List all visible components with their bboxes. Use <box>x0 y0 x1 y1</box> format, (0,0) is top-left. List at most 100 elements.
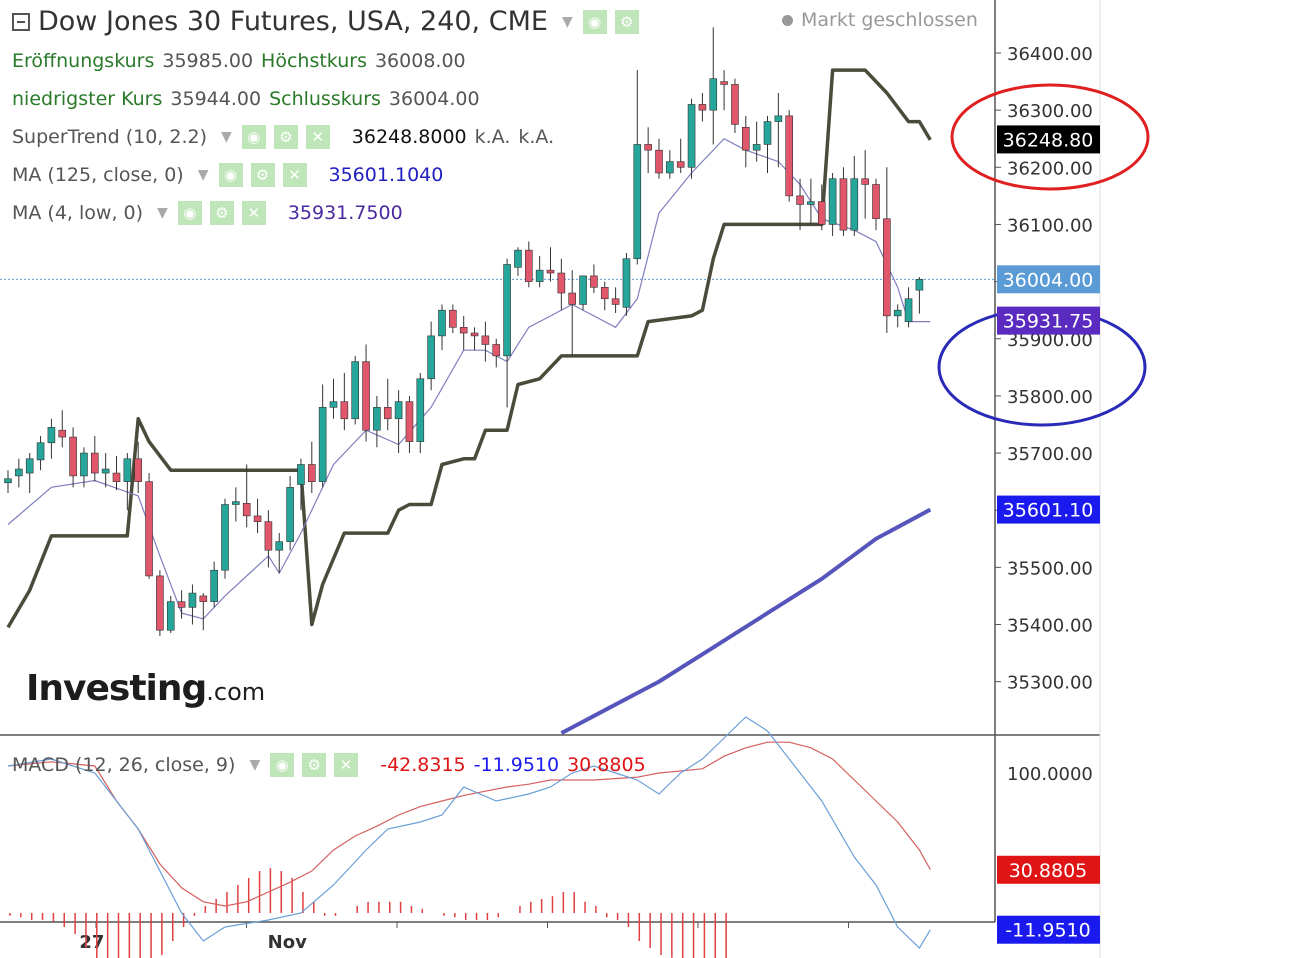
candle-body <box>58 429 67 438</box>
candle-body <box>264 521 273 551</box>
candle-body <box>676 161 685 168</box>
gear-icon[interactable]: ⚙ <box>614 9 639 34</box>
candle <box>4 470 12 494</box>
macd-line <box>7 716 931 949</box>
investing-logo: Investing.com <box>26 668 265 709</box>
price-label-bg <box>997 265 1100 294</box>
candle-body <box>275 541 284 551</box>
candle-body <box>861 178 869 185</box>
collapse-icon[interactable] <box>12 12 30 31</box>
candle-body <box>351 361 360 420</box>
candle-body <box>774 115 783 122</box>
close-icon[interactable]: ✕ <box>334 753 359 777</box>
close-icon[interactable]: ✕ <box>241 201 266 225</box>
candle-body <box>427 335 435 380</box>
price-label-text: 35931.75 <box>1003 311 1094 333</box>
candle <box>741 115 750 168</box>
candle <box>655 138 663 179</box>
x-tick-label: Nov <box>268 932 307 953</box>
candle-body <box>145 481 153 577</box>
eye-icon[interactable]: ◉ <box>177 201 202 225</box>
gear-icon[interactable]: ⚙ <box>250 163 275 187</box>
price-label-bg <box>997 495 1100 524</box>
candle-body <box>91 452 99 474</box>
candle <box>459 315 468 351</box>
candle-body <box>329 401 338 408</box>
candle <box>47 418 56 459</box>
candle-body <box>807 201 815 205</box>
candle <box>709 27 718 145</box>
ma125-buttons: ◉ ⚙ ✕ <box>218 163 315 187</box>
candle <box>904 287 913 328</box>
candle-body <box>883 218 891 317</box>
candle <box>828 173 837 236</box>
gear-icon[interactable]: ⚙ <box>273 125 298 149</box>
eye-icon[interactable]: ◉ <box>270 753 295 777</box>
candle <box>774 93 783 168</box>
price-label: 35931.75 <box>997 306 1100 335</box>
candle-body <box>405 401 414 442</box>
price-label: 36004.00 <box>997 265 1100 294</box>
candle <box>307 441 316 494</box>
logo-brand: Investing <box>26 668 207 709</box>
price-labels: 36248.80 36004.00 35931.75 35601.10 30.8805 -… <box>997 125 1100 944</box>
price-label-bg <box>997 306 1100 335</box>
candle-body <box>69 436 77 477</box>
macd-price-label-text: -11.9510 <box>1005 920 1090 942</box>
candle-body <box>731 84 739 125</box>
candle <box>362 344 370 442</box>
chevron-down-icon[interactable]: ▼ <box>221 129 232 145</box>
macd-signal-line <box>7 741 931 907</box>
candle-body <box>481 335 490 345</box>
candle-body <box>514 249 522 268</box>
eye-icon[interactable]: ◉ <box>582 9 607 34</box>
chevron-down-icon[interactable]: ▼ <box>157 205 168 221</box>
price-label: 35601.10 <box>997 495 1100 524</box>
y-tick-label: 35900.00 <box>1007 330 1093 351</box>
candle-body <box>633 144 642 260</box>
candle-body <box>438 309 446 337</box>
price-label: 36248.80 <box>997 125 1100 154</box>
candle <box>329 378 338 419</box>
candle-body <box>340 401 349 420</box>
chevron-down-icon[interactable]: ▼ <box>561 13 573 30</box>
close-icon[interactable]: ✕ <box>282 163 307 187</box>
candle-body <box>416 378 425 442</box>
candle <box>590 264 598 294</box>
close-icon[interactable]: ✕ <box>305 125 330 149</box>
candle <box>817 184 826 231</box>
market-status-text: Markt geschlossen <box>801 9 978 31</box>
eye-icon[interactable]: ◉ <box>241 125 266 149</box>
candle <box>752 121 761 162</box>
candle <box>796 178 804 231</box>
price-label-text: 36004.00 <box>1003 269 1094 291</box>
macd-price-label-bg <box>997 855 1100 884</box>
candle-body <box>101 468 110 474</box>
candle <box>579 275 587 311</box>
chevron-down-icon[interactable]: ▼ <box>197 167 209 183</box>
candle-body <box>752 144 761 151</box>
candle-body <box>524 249 533 282</box>
eye-icon[interactable]: ◉ <box>218 163 243 187</box>
candle-body <box>156 575 164 631</box>
candle <box>275 533 284 574</box>
candle-body <box>286 487 294 542</box>
candle-body <box>817 201 826 225</box>
market-status: Markt geschlossen <box>782 9 978 31</box>
gear-icon[interactable]: ⚙ <box>209 201 234 225</box>
candle <box>492 338 501 368</box>
gear-icon[interactable]: ⚙ <box>302 753 327 777</box>
candle-body <box>123 458 132 482</box>
candle <box>25 453 34 494</box>
price-label-bg <box>997 125 1100 154</box>
chevron-down-icon[interactable]: ▼ <box>249 757 261 773</box>
candle <box>915 277 924 314</box>
y-tick-label: 36400.00 <box>1007 44 1093 65</box>
candle <box>318 384 327 488</box>
candle-body <box>828 178 837 225</box>
price-label-text: 35601.10 <box>1003 500 1094 522</box>
candle-body <box>318 407 327 482</box>
candle <box>232 487 240 522</box>
